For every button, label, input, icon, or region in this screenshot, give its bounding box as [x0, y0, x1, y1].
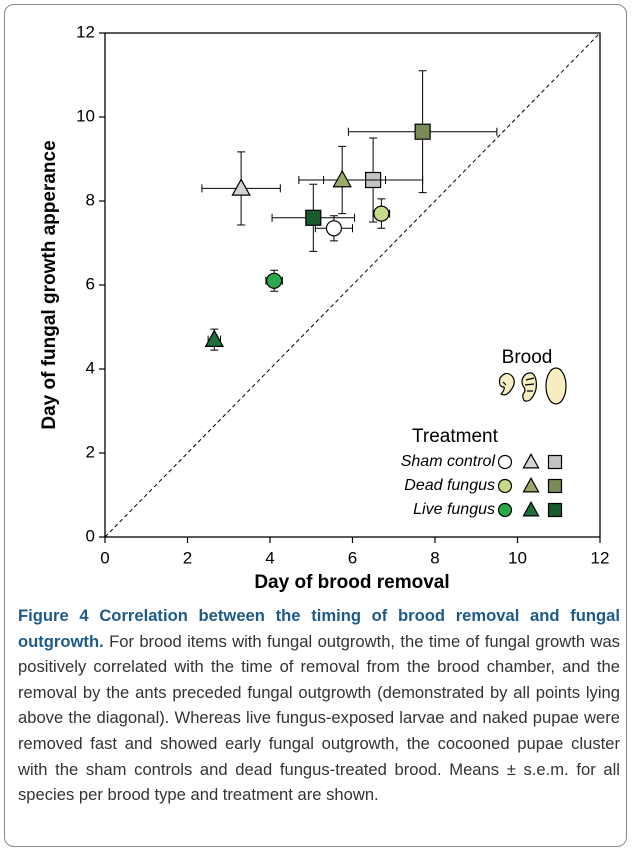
y-tick-label: 8: [86, 190, 95, 209]
caption-text: For brood items with fungal outgrowth, t…: [18, 631, 620, 805]
legend-marker: [547, 454, 563, 470]
point: [305, 209, 322, 226]
x-tick-label: 6: [348, 548, 357, 567]
chart: Day of brood removal Day of fungal growt…: [39, 22, 610, 593]
point: [325, 220, 343, 237]
legend-marker: [547, 502, 563, 518]
y-tick-label: 4: [86, 358, 95, 377]
diagonal-line: [104, 32, 601, 538]
legend-title: Treatment: [412, 426, 499, 447]
x-tick-label: 12: [591, 548, 610, 567]
legend-label: Live fungus: [413, 501, 495, 518]
brood-icons: [498, 367, 567, 405]
caption-title: Correlation between the timing of brood …: [18, 606, 620, 651]
point: [373, 205, 390, 222]
x-tick-label: 4: [265, 548, 274, 567]
legend-marker: [522, 452, 540, 469]
y-tick-label: 12: [76, 22, 95, 41]
legend-marker: [522, 476, 540, 493]
error-bars: [298, 145, 386, 215]
x-tick-label: 2: [183, 548, 192, 567]
legend-marker: [497, 454, 513, 470]
caption: Figure 4 Correlation between the timing …: [18, 603, 620, 808]
y-tick-label: 0: [86, 526, 95, 545]
legend-marker: [497, 502, 513, 518]
x-tick-label: 0: [100, 548, 109, 567]
y-axis-label: Day of fungal growth apperance: [39, 140, 60, 429]
caption-label: Figure 4: [18, 606, 89, 625]
y-tick-label: 2: [86, 442, 95, 461]
error-bars: [347, 70, 498, 194]
point: [332, 169, 352, 188]
figure-frame: [4, 4, 627, 847]
legend-label: Dead fungus: [404, 477, 495, 494]
legend-marker: [497, 478, 513, 494]
legend-marker: [522, 500, 540, 517]
point: [414, 123, 431, 140]
point: [266, 272, 283, 289]
point: [231, 178, 251, 196]
x-tick-label: 8: [430, 548, 439, 567]
point: [204, 329, 225, 347]
y-tick-label: 10: [76, 106, 95, 125]
x-tick-label: 10: [508, 548, 527, 567]
y-tick-label: 6: [86, 274, 95, 293]
legend-marker: [547, 478, 563, 494]
legend-label: Sham control: [401, 453, 496, 470]
legend-brood-title: Brood: [502, 347, 553, 368]
x-axis-label: Day of brood removal: [254, 572, 449, 593]
